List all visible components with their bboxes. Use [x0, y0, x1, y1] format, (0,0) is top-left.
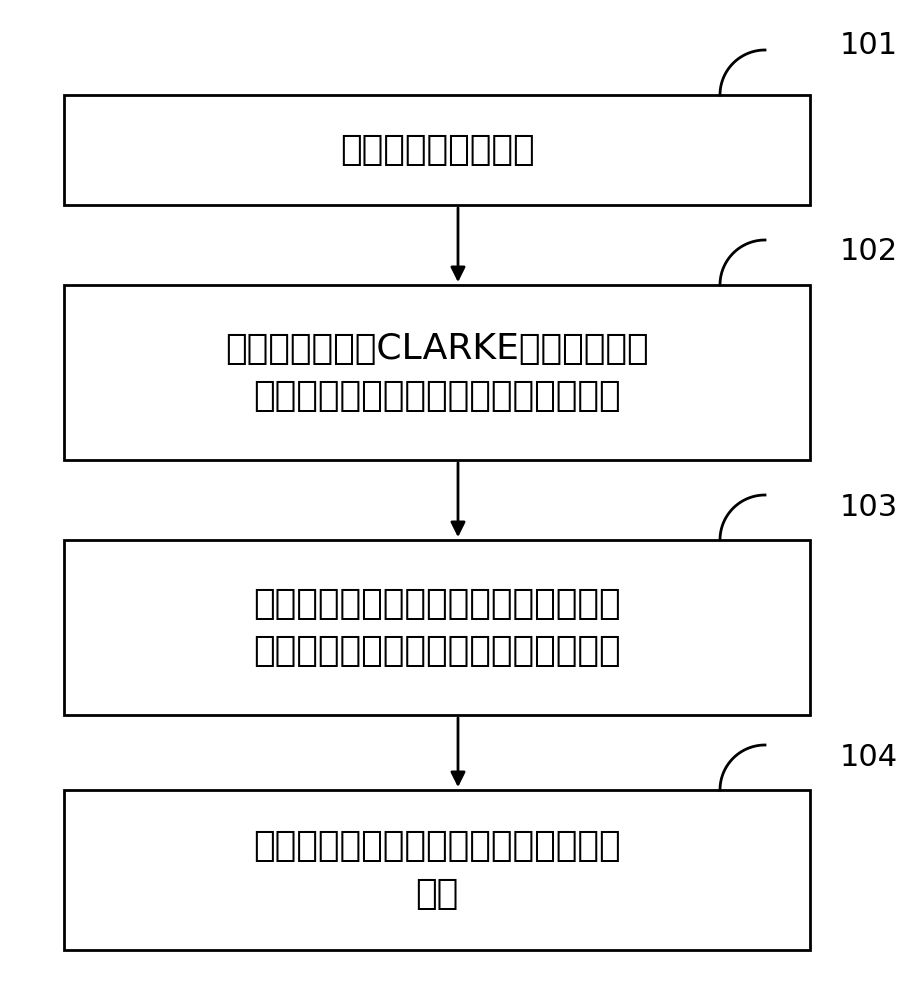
FancyBboxPatch shape: [64, 285, 810, 460]
FancyBboxPatch shape: [64, 540, 810, 715]
FancyBboxPatch shape: [64, 95, 810, 205]
Text: 根据转子位置和转子速度生成电机控制
信号: 根据转子位置和转子速度生成电机控制 信号: [253, 829, 621, 911]
Text: 102: 102: [840, 237, 898, 266]
Text: 103: 103: [840, 492, 899, 522]
FancyArrowPatch shape: [452, 208, 464, 279]
Text: 104: 104: [840, 742, 898, 772]
FancyArrowPatch shape: [452, 718, 464, 784]
Text: 获取电机的定子电流: 获取电机的定子电流: [340, 133, 535, 167]
Text: 101: 101: [840, 30, 898, 60]
FancyBboxPatch shape: [64, 790, 810, 950]
Text: 将定子电流进行CLARKE变换，得到定
子电流在两相静止坐标系下的电流分量: 将定子电流进行CLARKE变换，得到定 子电流在两相静止坐标系下的电流分量: [226, 332, 649, 413]
Text: 根据电流分量、电压分量和电机本体参
数计算得到电机的转子位置和转子速度: 根据电流分量、电压分量和电机本体参 数计算得到电机的转子位置和转子速度: [253, 587, 621, 668]
FancyArrowPatch shape: [452, 463, 464, 534]
